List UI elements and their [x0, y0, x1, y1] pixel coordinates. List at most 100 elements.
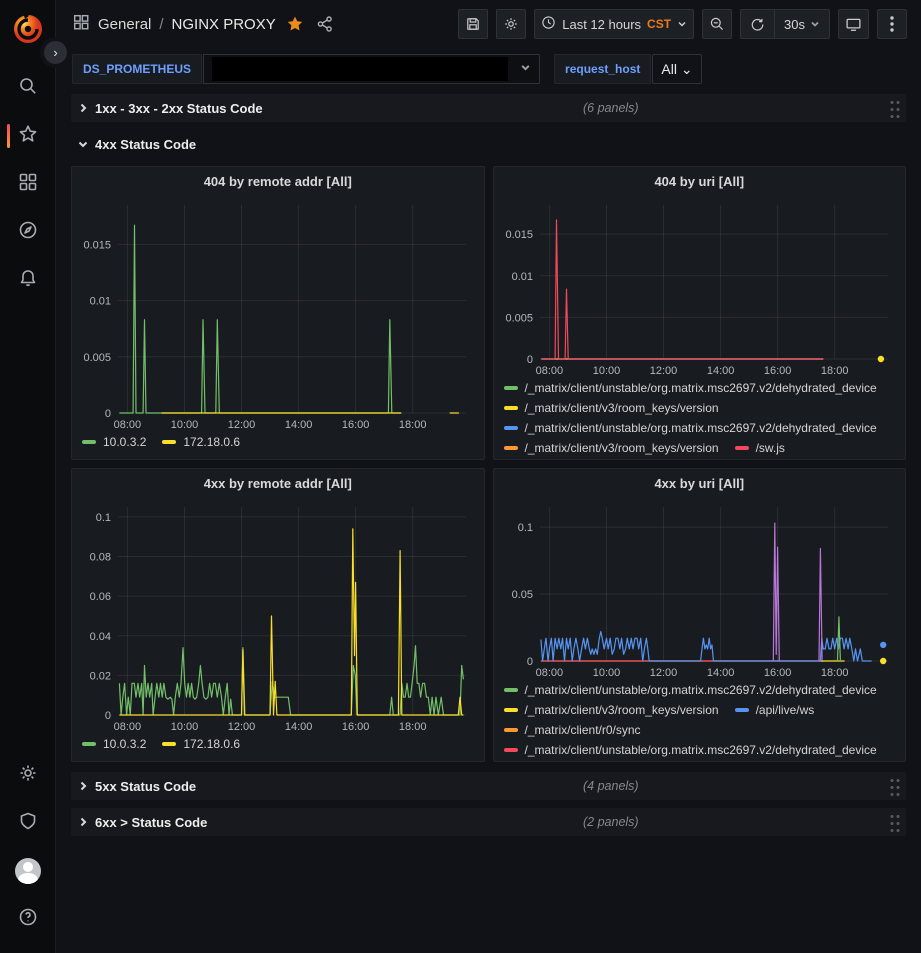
legend-item[interactable]: /_matrix/client/v3/room_keys/version	[503, 441, 719, 455]
time-series-chart[interactable]: 0 0.05 0.1 08:00 10:00 12:00 14:00 16:00 18:00	[498, 497, 902, 681]
bell-icon	[18, 268, 38, 293]
row-4xx[interactable]: 4xx Status Code	[71, 130, 906, 158]
variable-value-dropdown-all[interactable]: All ⌄	[652, 54, 702, 84]
legend-series-label: /_matrix/client/unstable/org.matrix.msc2…	[524, 683, 877, 697]
legend-series-label: /sw.js	[755, 441, 785, 455]
sidebar-item-starred[interactable]	[0, 112, 56, 160]
legend-item[interactable]: /_matrix/client/unstable/org.matrix.msc2…	[503, 743, 877, 757]
legend-series-label: /_matrix/client/r0/sync	[524, 723, 641, 737]
svg-text:0.06: 0.06	[90, 591, 111, 603]
legend-series-label: 10.0.3.2	[103, 737, 147, 751]
sidebar-item-alerting[interactable]	[0, 256, 56, 304]
time-series-chart[interactable]: 0 0.005 0.01 0.015 08:00 10:00 12:00 14:00 16:00…	[498, 195, 902, 379]
panel-title[interactable]: 4xx by remote addr [All]	[203, 475, 352, 491]
time-range-picker[interactable]: Last 12 hours CST	[534, 9, 695, 39]
legend-item[interactable]: /_matrix/client/r0/sync	[503, 723, 641, 737]
sidebar-item-profile[interactable]	[0, 847, 56, 895]
legend-item[interactable]: /_matrix/client/unstable/org.matrix.msc2…	[503, 421, 877, 435]
svg-text:16:00: 16:00	[342, 721, 370, 733]
panels-grid: 404 by remote addr [All] 0 0.005 0.01 0.015…	[71, 166, 906, 762]
row-panel-count: (6 panels)	[583, 101, 639, 115]
svg-text:12:00: 12:00	[228, 419, 256, 431]
sidebar-item-dashboards[interactable]	[0, 160, 56, 208]
legend-series-marker	[503, 688, 518, 692]
legend-series-label: /_matrix/client/unstable/org.matrix.msc2…	[524, 421, 877, 435]
shield-icon	[18, 811, 38, 836]
time-series-chart[interactable]: 0 0.005 0.01 0.015 08:00 10:00 12:00 14:00 16:00…	[76, 195, 480, 433]
grafana-logo[interactable]	[11, 12, 45, 46]
drag-handle[interactable]	[889, 98, 900, 118]
svg-text:0.1: 0.1	[517, 522, 532, 534]
legend-item[interactable]: 172.18.0.6	[162, 435, 240, 449]
panel-title[interactable]: 404 by uri [All]	[654, 173, 745, 189]
legend-item[interactable]: /_matrix/client/unstable/org.matrix.msc2…	[503, 683, 877, 697]
sidebar-expand-button[interactable]: ›	[44, 41, 67, 64]
breadcrumb-folder[interactable]: General	[98, 15, 152, 33]
legend-item[interactable]: /_matrix/client/unstable/org.matrix.msc2…	[503, 381, 877, 395]
legend-series-marker	[503, 708, 518, 712]
svg-text:0.04: 0.04	[90, 631, 111, 643]
sidebar-item-help[interactable]	[0, 895, 56, 943]
legend-item[interactable]: /_matrix/client/v3/room_keys/version	[503, 401, 719, 415]
svg-text:10:00: 10:00	[592, 667, 620, 679]
legend-item[interactable]: 10.0.3.2	[82, 737, 146, 751]
svg-text:16:00: 16:00	[763, 667, 791, 679]
svg-text:08:00: 08:00	[535, 667, 563, 679]
sidebar-item-configuration[interactable]	[0, 751, 56, 799]
refresh-button[interactable]	[741, 10, 775, 38]
row-title: 6xx > Status Code	[95, 814, 208, 830]
refresh-interval-label: 30s	[784, 16, 805, 32]
share-icon[interactable]	[314, 13, 336, 35]
legend-series-label: 10.0.3.2	[103, 435, 147, 449]
search-icon	[18, 76, 38, 101]
legend-item[interactable]: 10.0.3.2	[82, 435, 146, 449]
legend-item[interactable]: 172.18.0.6	[162, 737, 240, 751]
tv-mode-button[interactable]	[838, 9, 869, 39]
variable-value-dropdown-redacted[interactable]	[203, 54, 541, 84]
sidebar-item-search[interactable]	[0, 64, 56, 112]
svg-text:16:00: 16:00	[763, 365, 791, 377]
svg-text:18:00: 18:00	[820, 365, 848, 377]
sidebar-item-explore[interactable]	[0, 208, 56, 256]
kebab-menu-button[interactable]	[877, 9, 907, 39]
row-5xx[interactable]: 5xx Status Code (4 panels)	[71, 772, 906, 800]
svg-text:0.01: 0.01	[511, 271, 532, 283]
svg-text:0: 0	[526, 656, 532, 668]
save-button[interactable]	[458, 9, 489, 39]
svg-text:08:00: 08:00	[114, 721, 142, 733]
dashboard-header: General / NGINX PROXY Last 12 hours CST	[56, 0, 921, 48]
sidebar-item-server-admin[interactable]	[0, 799, 56, 847]
legend-series-marker	[503, 728, 518, 732]
svg-text:14:00: 14:00	[706, 365, 734, 377]
favorite-star-button[interactable]	[284, 13, 306, 35]
panel-title[interactable]: 404 by remote addr [All]	[203, 173, 352, 189]
row-6xx[interactable]: 6xx > Status Code (2 panels)	[71, 808, 906, 836]
legend-item[interactable]: /_matrix/client/v3/room_keys/version	[503, 703, 719, 717]
svg-text:16:00: 16:00	[342, 419, 370, 431]
legend-item[interactable]: /api/live/ws	[734, 703, 815, 717]
zoom-out-button[interactable]	[702, 9, 733, 39]
dashboard-toolbar: Last 12 hours CST 30s	[458, 9, 907, 39]
legend-series-label: /api/live/ws	[755, 703, 815, 717]
row-title: 1xx - 3xx - 2xx Status Code	[95, 100, 263, 116]
legend-item[interactable]: /sw.js	[734, 441, 785, 455]
panel-title[interactable]: 4xx by uri [All]	[654, 475, 745, 491]
row-dotted-leader	[204, 781, 567, 791]
drag-handle[interactable]	[889, 776, 900, 796]
row-1xx-3xx-2xx[interactable]: 1xx - 3xx - 2xx Status Code (6 panels)	[71, 94, 906, 122]
chevron-down-icon	[520, 60, 531, 78]
dashboard-settings-button[interactable]	[496, 9, 527, 39]
svg-text:0: 0	[526, 354, 532, 366]
row-panel-count: (4 panels)	[583, 779, 639, 793]
chevron-right-icon	[80, 103, 87, 113]
svg-text:0.005: 0.005	[505, 312, 533, 324]
row-dotted-leader	[204, 139, 567, 149]
time-series-chart[interactable]: 0 0.02 0.04 0.06 0.08 0.1 08:00 10:00 12:00 14:00…	[76, 497, 480, 735]
legend-series-marker	[82, 440, 96, 444]
legend-series-marker	[503, 748, 518, 752]
refresh-interval-picker[interactable]: 30s	[774, 10, 829, 38]
chevron-right-icon	[80, 781, 87, 791]
svg-text:0.08: 0.08	[90, 552, 111, 564]
drag-handle[interactable]	[889, 812, 900, 832]
